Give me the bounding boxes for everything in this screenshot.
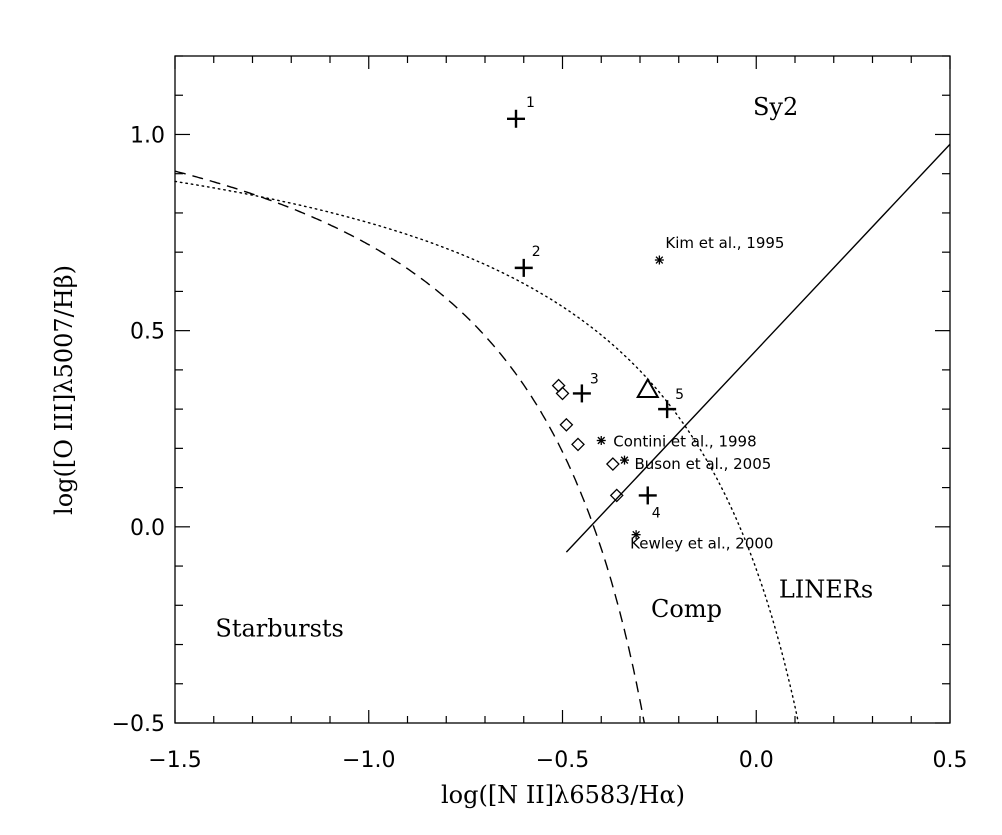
reference-label: Contini et al., 1998 xyxy=(613,433,756,451)
asterisk-point xyxy=(654,255,664,265)
point-number-label: 4 xyxy=(652,505,661,521)
plot-frame xyxy=(174,55,951,724)
diamond-point xyxy=(551,378,566,393)
x-tick-label: 0.0 xyxy=(739,748,774,773)
asterisk-point xyxy=(596,436,606,446)
x-tick-label: 0.5 xyxy=(933,748,968,773)
dashed-demarcation-line xyxy=(174,170,645,724)
chart-labels: −1.5 −1.0 −0.5 0.0 0.5 −0.5 0.0 0.5 1.0 1 2 3 4 5 Kim … xyxy=(112,93,968,773)
dotted-demarcation-line xyxy=(174,180,800,724)
y-tick-label: 0.0 xyxy=(130,516,165,541)
point-number-label: 2 xyxy=(532,244,541,260)
y-tick-label: 0.5 xyxy=(130,320,165,345)
demarcation-curves xyxy=(174,143,951,724)
diamond-point xyxy=(571,437,585,452)
plus-point-4 xyxy=(638,486,657,505)
point-number-label: 3 xyxy=(590,371,599,387)
data-points xyxy=(507,109,677,540)
y-tick-label: −0.5 xyxy=(112,712,165,737)
asterisk-stroke xyxy=(655,256,664,264)
region-label-sy2: Sy2 xyxy=(753,93,798,121)
plus-point-3 xyxy=(572,384,591,403)
diamond-point xyxy=(609,488,624,503)
x-tick-label: −1.0 xyxy=(342,748,395,773)
diamond-point xyxy=(555,386,570,401)
region-label-starbursts: Starbursts xyxy=(215,615,343,643)
x-axis-title: log([N II]λ6583/Hα) xyxy=(441,781,685,809)
plus-point-5 xyxy=(658,400,677,419)
asterisk-stroke xyxy=(632,530,640,539)
x-tick-label: −0.5 xyxy=(536,748,589,773)
region-label-liners: LINERs xyxy=(779,575,873,603)
asterisk-stroke xyxy=(597,436,606,445)
reference-label: Kim et al., 1995 xyxy=(665,234,784,252)
diamond-point xyxy=(559,417,574,432)
plus-point-2 xyxy=(514,258,533,277)
asterisk-point xyxy=(620,455,629,465)
asterisk-stroke xyxy=(620,456,629,464)
x-tick-label: −1.5 xyxy=(148,748,201,773)
plus-point-1 xyxy=(507,109,525,128)
region-label-comp: Comp xyxy=(651,595,722,623)
solid-seyfert-liner-line xyxy=(565,143,951,553)
y-tick-label: 1.0 xyxy=(130,123,165,148)
asterisk-point xyxy=(631,530,641,540)
reference-label: Kewley et al., 2000 xyxy=(630,535,773,553)
y-axis-title: log([O III]λ5007/Hβ) xyxy=(50,265,78,515)
point-number-label: 5 xyxy=(675,387,684,403)
diamond-point xyxy=(605,457,620,471)
reference-label: Buson et al., 2005 xyxy=(635,455,772,473)
triangle-point xyxy=(636,377,660,398)
point-number-label: 1 xyxy=(526,95,535,111)
